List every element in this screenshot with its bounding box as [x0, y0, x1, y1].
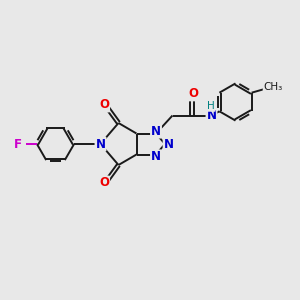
Text: F: F	[14, 137, 22, 151]
Text: O: O	[99, 176, 109, 190]
Text: N: N	[151, 124, 161, 138]
Text: O: O	[188, 87, 199, 101]
Text: H: H	[207, 101, 215, 111]
Text: CH₃: CH₃	[264, 82, 283, 92]
Text: N: N	[164, 137, 174, 151]
Text: O: O	[99, 98, 109, 112]
Text: N: N	[151, 150, 161, 164]
Text: N: N	[206, 109, 217, 122]
Text: N: N	[95, 137, 106, 151]
